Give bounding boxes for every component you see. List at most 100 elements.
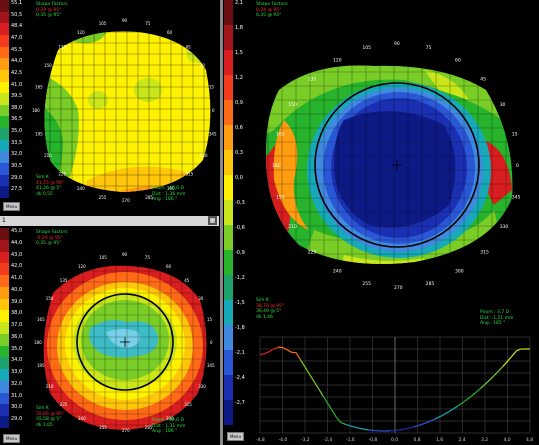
angle-label: 60: [455, 57, 461, 63]
angle-label: 105: [99, 255, 107, 260]
color-scale: 45,0 44,0 43,0 42,0 41,0 40,0 39,0 38,0 37,0 36,0…: [0, 228, 26, 428]
angle-label: 60: [167, 30, 173, 35]
scale-label: 0,6: [235, 125, 243, 131]
scale-step: 0,9: [224, 100, 250, 125]
scale-label: -2,7: [235, 400, 245, 406]
angle-label: 225: [58, 172, 66, 177]
angle-label: 120: [78, 264, 86, 269]
angle-label: 105: [99, 21, 107, 26]
scale-step: 35,0: [0, 345, 26, 358]
stat-pnom: Pnom : 39,6 D: [152, 418, 184, 423]
sim-k-delta: dk 1,05: [36, 422, 53, 428]
scale-label: 55,1: [11, 0, 23, 6]
profile-segment: [421, 422, 427, 425]
scale-step: 38,0: [0, 310, 26, 323]
profile-segment: [354, 426, 360, 429]
angle-label: 240: [77, 186, 85, 191]
profile-segment: [412, 425, 418, 428]
scale-label: 35,0: [11, 128, 23, 135]
scale-label: 36,0: [11, 333, 23, 340]
menu-button[interactable]: Menu: [3, 434, 20, 443]
elevation-map[interactable]: 9075604530150345330315300285270255240225…: [254, 30, 536, 292]
shape-factors-title: Shape Factors: [256, 2, 288, 7]
angle-label: 135: [308, 77, 317, 83]
profile-segment: [399, 428, 405, 431]
scale-label: -2,1: [235, 350, 245, 356]
profile-x-tick: -2,4: [324, 437, 333, 443]
scale-step: 48,4: [0, 23, 26, 35]
angle-label: 315: [186, 172, 194, 177]
angle-label: 165: [276, 131, 285, 137]
grid-icon[interactable]: ▦: [208, 216, 217, 225]
angle-label: 225: [60, 402, 68, 407]
profile-segment: [403, 427, 409, 430]
sim-k-delta: dk 0,55: [36, 191, 53, 197]
scale-step: 27,5: [0, 186, 26, 198]
scale-label: 1,5: [235, 50, 243, 56]
angle-label: 75: [145, 21, 151, 26]
angle-label: 330: [200, 153, 208, 158]
angle-label: 180: [272, 163, 281, 169]
map-panel-bottom-left: 45,0 44,0 43,0 42,0 41,0 40,0 39,0 38,0 37,0 36,0…: [0, 228, 219, 445]
topography-map[interactable]: 9075604530150345330315300285270255240225…: [28, 238, 218, 443]
angle-label: 30: [198, 296, 204, 301]
scale-label: -1,2: [235, 275, 245, 281]
profile-segment: [426, 420, 432, 424]
profile-segment: [471, 391, 477, 397]
map-panel-right: 2,1 1,8 1,5 1,2 0,9 0,6 0,3 0,0 -0,3 -0,6 -0,9 -1,2…: [224, 0, 539, 445]
shape-factor-1: 0,29 @ 95°: [36, 7, 62, 13]
scale-step: 45,5: [0, 46, 26, 59]
menu-button[interactable]: Menu: [3, 202, 20, 211]
angle-label: 180: [32, 108, 40, 113]
scale-step: -0,3: [224, 200, 250, 225]
angle-label: 345: [209, 131, 217, 136]
angle-label: 240: [78, 416, 86, 421]
shape-factor-2: 0,35 @ 95°: [36, 241, 62, 246]
scale-label: 40,0: [11, 286, 23, 293]
scale-step: 39,5: [0, 93, 26, 105]
profile-segment: [336, 417, 342, 424]
panel-toolbar: 1 ▦: [0, 216, 219, 226]
elevation-profile-plot[interactable]: -4,8 -4,0 -3,2 -2,4 -1,6 -0,8 0,0 0,8 1,6 2,4 3,2 4…: [254, 335, 536, 443]
scale-step: 0,6: [224, 125, 250, 150]
scale-step: 31,0: [0, 392, 26, 405]
stat-ang: Ang : 186 °: [152, 197, 178, 202]
scale-step: 36,5: [0, 116, 26, 129]
profile-segment: [259, 353, 265, 356]
stat-pnom: Pnom : 3,7 D: [480, 310, 510, 315]
scale-label: 41,0: [11, 81, 23, 88]
scale-label: 42,5: [11, 69, 23, 76]
shape-factor-1: -0,29 @ 95°: [36, 235, 63, 241]
scale-step: 40,0: [0, 286, 26, 299]
angle-label: 15: [209, 85, 215, 90]
scale-step: 55,1: [0, 0, 26, 12]
profile-segment: [484, 379, 490, 385]
profile-segment: [394, 429, 400, 431]
profile-segment: [299, 359, 306, 368]
angle-label: 0: [212, 108, 215, 113]
scale-label: 38,0: [11, 104, 23, 111]
sim-k-block: Sim K 41,55 @ 95° 41,26 @ 5° dk 0,55: [36, 175, 64, 197]
profile-segment: [502, 360, 508, 367]
angle-label: 330: [198, 384, 206, 389]
menu-button[interactable]: Menu: [227, 432, 244, 441]
profile-segment: [317, 388, 324, 397]
angle-label: 0: [516, 163, 519, 169]
angle-label: 270: [122, 198, 130, 203]
color-scale: 55,1 50,5 48,4 47,0 45,5 44,0 42,5 41,0 39,5 38,0…: [0, 0, 26, 198]
scale-step: 29,0: [0, 416, 26, 428]
sim-k-delta: dk 1,46: [256, 314, 273, 320]
scale-label: -2,4: [235, 375, 245, 381]
profile-segment: [507, 355, 513, 362]
map-panel-top-left: 55,1 50,5 48,4 47,0 45,5 44,0 42,5 41,0 39,5 38,0…: [0, 0, 219, 214]
topography-map[interactable]: 9075604530150345330315300285270255240225…: [28, 10, 218, 210]
profile-segment: [322, 395, 329, 404]
scale-step: 44,0: [0, 58, 26, 70]
angle-label: 255: [99, 425, 107, 430]
scale-step: -1,2: [224, 275, 250, 300]
profile-x-tick: -3,2: [301, 437, 310, 443]
scale-label: 35,0: [11, 345, 23, 352]
stat-dist: Dist : 1,36 mm: [152, 191, 186, 197]
stats-block: Pnom : 3,7 D Dist : 1,51 mm Ang : 185 °: [480, 310, 513, 327]
profile-segment: [408, 426, 414, 429]
